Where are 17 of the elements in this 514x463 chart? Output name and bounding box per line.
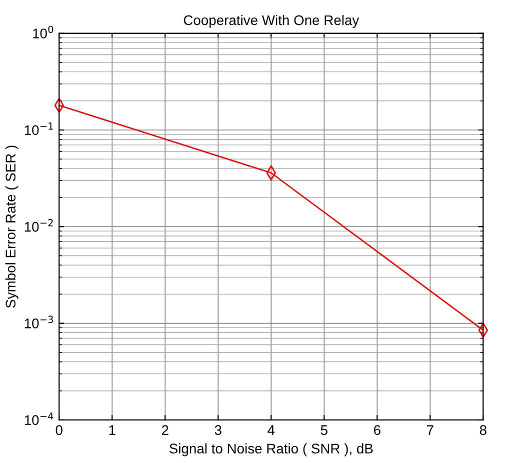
x-tick-label: 0 <box>56 425 62 436</box>
y-tick-label: 10$^{−3}$ <box>24 316 53 328</box>
x-tick-label: 2 <box>162 425 168 435</box>
x-tick-label: 1 <box>109 425 116 435</box>
chart-title: Cooperative With One Relay <box>184 14 360 28</box>
y-tick-label: 10$^{−1}$ <box>24 122 53 136</box>
y-axis-title: Symbol Error Rate ( SER ) <box>5 146 18 308</box>
x-axis-title: Signal to Noise Ratio ( SNR ), dB <box>169 443 373 456</box>
x-tick-label: 7 <box>427 425 434 435</box>
x-tick-label: 5 <box>320 425 328 436</box>
x-tick-label: 8 <box>480 425 486 436</box>
y-tick-label: 10$^{−4}$ <box>24 412 54 426</box>
x-tick-label: 4 <box>268 425 275 435</box>
x-tick-label: 6 <box>374 425 380 436</box>
y-tick-label: 10$^{−2}$ <box>24 219 53 232</box>
x-tick-label: 3 <box>214 425 222 436</box>
y-tick-label: 10$^{0}$ <box>33 26 54 38</box>
